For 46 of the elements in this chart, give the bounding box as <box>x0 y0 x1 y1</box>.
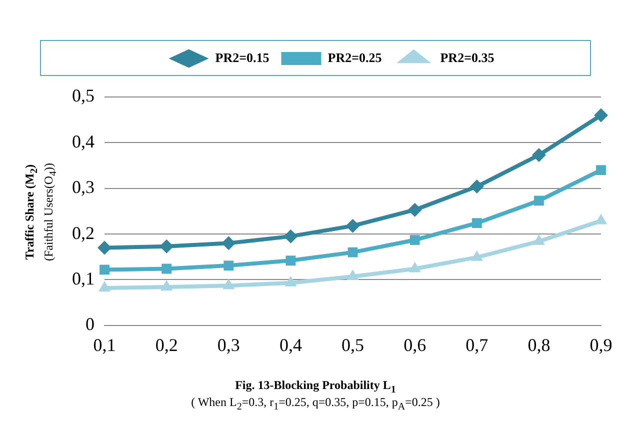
point <box>160 280 173 291</box>
point <box>284 276 297 286</box>
point <box>162 264 172 274</box>
point <box>222 278 235 290</box>
point <box>224 260 234 271</box>
x-tick-label: 0,8 <box>528 334 550 355</box>
y-tick-label: 0 <box>86 314 94 334</box>
y-tick-label: 0,5 <box>72 86 94 106</box>
point <box>596 165 606 176</box>
x-tick-label: 0,7 <box>466 334 488 355</box>
x-tick-label: 0,4 <box>279 334 302 355</box>
y-tick-label: 0,4 <box>72 131 94 152</box>
legend-label: PR2=0.25 <box>328 50 382 65</box>
y-tick-label: 0,3 <box>72 177 94 198</box>
y-tick-label: 0,2 <box>72 222 94 243</box>
point <box>470 180 484 194</box>
point <box>532 234 545 245</box>
point <box>98 280 111 292</box>
x-tick-label: 0,3 <box>217 334 240 355</box>
x-tick-label: 0,1 <box>93 334 116 355</box>
point <box>472 218 482 228</box>
legend-label: PR2=0.15 <box>215 50 270 65</box>
point <box>346 270 359 280</box>
point <box>594 108 608 122</box>
y-tick-label: 0,1 <box>72 268 94 288</box>
legend-label: PR2=0.35 <box>440 50 495 65</box>
x-tick-label: 0,9 <box>590 334 612 355</box>
point <box>534 196 544 206</box>
point <box>408 262 421 272</box>
point <box>98 240 112 255</box>
x-tick-label: 0,2 <box>155 334 178 355</box>
x-axis-title: Fig. 13-Blocking Probability L$_{1}$ <box>234 378 397 396</box>
point <box>100 264 110 275</box>
point <box>286 256 296 266</box>
point <box>532 148 546 162</box>
point <box>408 202 422 217</box>
point <box>410 235 420 245</box>
x-tick-label: 0,5 <box>342 334 364 355</box>
point <box>222 236 236 250</box>
x-tick-label: 0,6 <box>404 334 426 355</box>
point <box>160 239 174 254</box>
text: ( When L$_{2}$=0.3, r$_{1}$=0.25, q=0.35, p=0.15, p$_{A}$=0.25 ) <box>190 395 441 412</box>
point <box>470 250 483 261</box>
point <box>348 247 358 258</box>
point <box>346 218 360 233</box>
point <box>284 229 298 244</box>
